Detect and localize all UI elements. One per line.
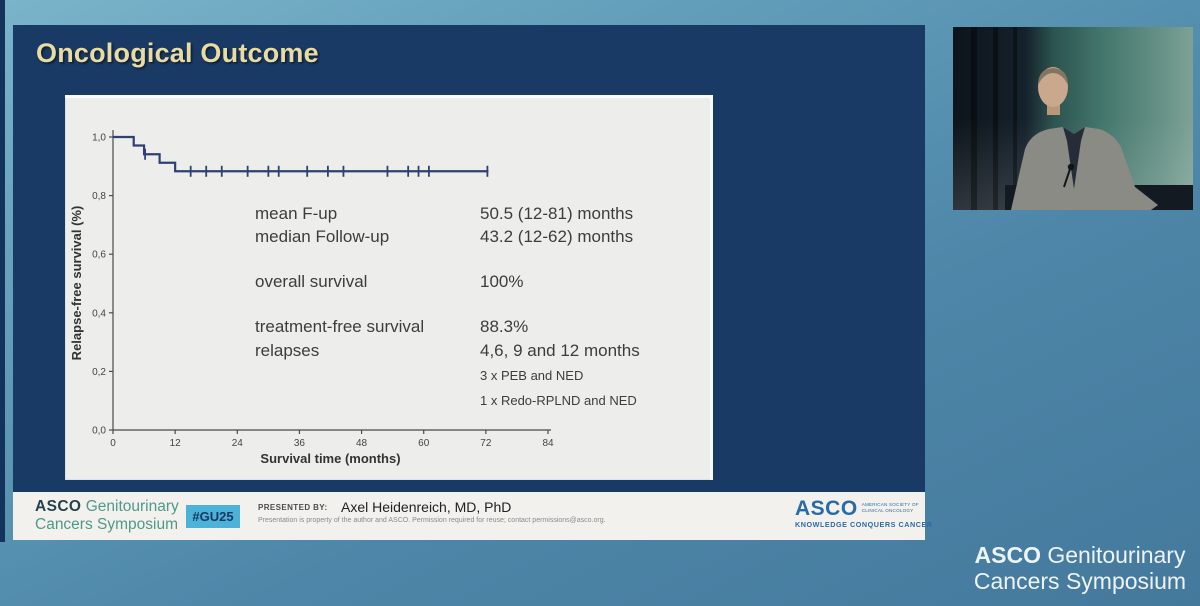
stat-label-overall-survival: overall survival bbox=[255, 272, 368, 291]
tick-labels: 0,0 0,2 0,4 0,6 0,8 1,0 0 12 24 36 48 60 72 84 bbox=[92, 133, 554, 450]
svg-text:36: 36 bbox=[294, 438, 306, 449]
svg-text:Relapse-free survival (%): Relapse-free survival (%) bbox=[69, 206, 84, 361]
stat-value-overall-survival: 100% bbox=[480, 272, 524, 291]
axis-titles: Relapse-free survival (%) Survival time (… bbox=[69, 206, 401, 466]
svg-text:0,8: 0,8 bbox=[92, 191, 106, 202]
svg-text:0,2: 0,2 bbox=[92, 367, 106, 378]
watermark-line2: Cancers Symposium bbox=[973, 568, 1187, 594]
tick-marks bbox=[109, 136, 549, 434]
svg-text:72: 72 bbox=[480, 438, 492, 449]
logo-line1-suffix: Genitourinary bbox=[85, 498, 179, 515]
svg-text:0,0: 0,0 bbox=[92, 426, 106, 437]
censor-marks bbox=[144, 148, 489, 177]
watermark-line1-suffix: Genitourinary bbox=[1047, 542, 1186, 568]
svg-text:0,6: 0,6 bbox=[92, 250, 106, 261]
slide-footer-bar: ASCO Genitourinary Cancers Symposium #GU… bbox=[13, 492, 932, 540]
asco-tagline: KNOWLEDGE CONQUERS CANCER bbox=[795, 520, 933, 529]
stat-label-relapses: relapses bbox=[255, 341, 320, 360]
curtain-folds bbox=[971, 27, 1017, 210]
slide-title: Oncological Outcome bbox=[36, 38, 319, 68]
stat-value-median-followup: 43.2 (12-62) months bbox=[480, 227, 634, 246]
svg-text:48: 48 bbox=[356, 438, 368, 449]
microphone-head bbox=[1067, 163, 1075, 171]
permission-fine-print: Presentation is property of the author a… bbox=[258, 517, 606, 524]
suit-jacket bbox=[1011, 127, 1158, 210]
presentation-slide: Oncological Outcome 0,0 0,2 0,4 0,6 0,8 1,0 0 1… bbox=[13, 25, 925, 492]
asco-wordmark: ASCO bbox=[974, 542, 1041, 568]
microphone-stem bbox=[1063, 168, 1071, 188]
hashtag-badge: #GU25 bbox=[186, 505, 240, 528]
svg-text:12: 12 bbox=[170, 438, 182, 449]
presenter-name: Axel Heidenreich, MD, PhD bbox=[341, 499, 512, 515]
society-name-text: AMERICAN SOCIETY OF CLINICAL ONCOLOGY bbox=[861, 502, 919, 513]
shirt bbox=[1063, 127, 1085, 189]
svg-text:0,4: 0,4 bbox=[92, 308, 106, 319]
logo-line2: Cancers Symposium bbox=[35, 515, 178, 533]
svg-text:0: 0 bbox=[110, 438, 116, 449]
km-curve-relapse-free-survival bbox=[113, 135, 489, 177]
hair bbox=[1038, 68, 1068, 85]
stat-value-mean-fup: 50.5 (12-81) months bbox=[480, 204, 634, 223]
svg-text:60: 60 bbox=[418, 438, 430, 449]
presented-by-label: PRESENTED BY: bbox=[258, 503, 328, 512]
stat-value-treatment-free-survival: 88.3% bbox=[480, 317, 529, 336]
asco-wordmark: ASCO bbox=[35, 498, 82, 515]
stat-label-median-followup: median Follow-up bbox=[255, 227, 390, 246]
speaker-video bbox=[953, 27, 1193, 210]
svg-text:84: 84 bbox=[542, 438, 554, 449]
svg-text:24: 24 bbox=[232, 438, 244, 449]
screen-left-edge bbox=[0, 0, 5, 542]
speaker-video-frame bbox=[953, 27, 1193, 210]
asco-wordmark: ASCO bbox=[795, 497, 858, 520]
svg-text:Survival time (months): Survival time (months) bbox=[260, 451, 400, 466]
stat-label-treatment-free-survival: treatment-free survival bbox=[255, 317, 425, 336]
km-chart-svg: 0,0 0,2 0,4 0,6 0,8 1,0 0 12 24 36 48 60 72 84 Relapse… bbox=[69, 130, 554, 466]
relapse-note-redo-rplnd: 1 x Redo-RPLND and NED bbox=[480, 393, 637, 408]
asco-gu-symposium-logo: ASCO Genitourinary Cancers Symposium bbox=[35, 498, 179, 533]
head bbox=[1038, 67, 1068, 107]
event-watermark: ASCO Genitourinary Cancers Symposium bbox=[962, 542, 1198, 594]
stat-value-relapses: 4,6, 9 and 12 months bbox=[480, 341, 640, 360]
axes bbox=[112, 130, 551, 431]
speaker-figure bbox=[1011, 67, 1158, 210]
km-chart-panel: 0,0 0,2 0,4 0,6 0,8 1,0 0 12 24 36 48 60 72 84 Relapse… bbox=[65, 95, 713, 480]
relapse-note-peb: 3 x PEB and NED bbox=[480, 368, 584, 383]
asco-society-logo: ASCO AMERICAN SOCIETY OF CLINICAL ONCOLO… bbox=[795, 497, 933, 529]
svg-text:1,0: 1,0 bbox=[92, 133, 106, 144]
stat-label-mean-fup: mean F-up bbox=[255, 204, 338, 223]
